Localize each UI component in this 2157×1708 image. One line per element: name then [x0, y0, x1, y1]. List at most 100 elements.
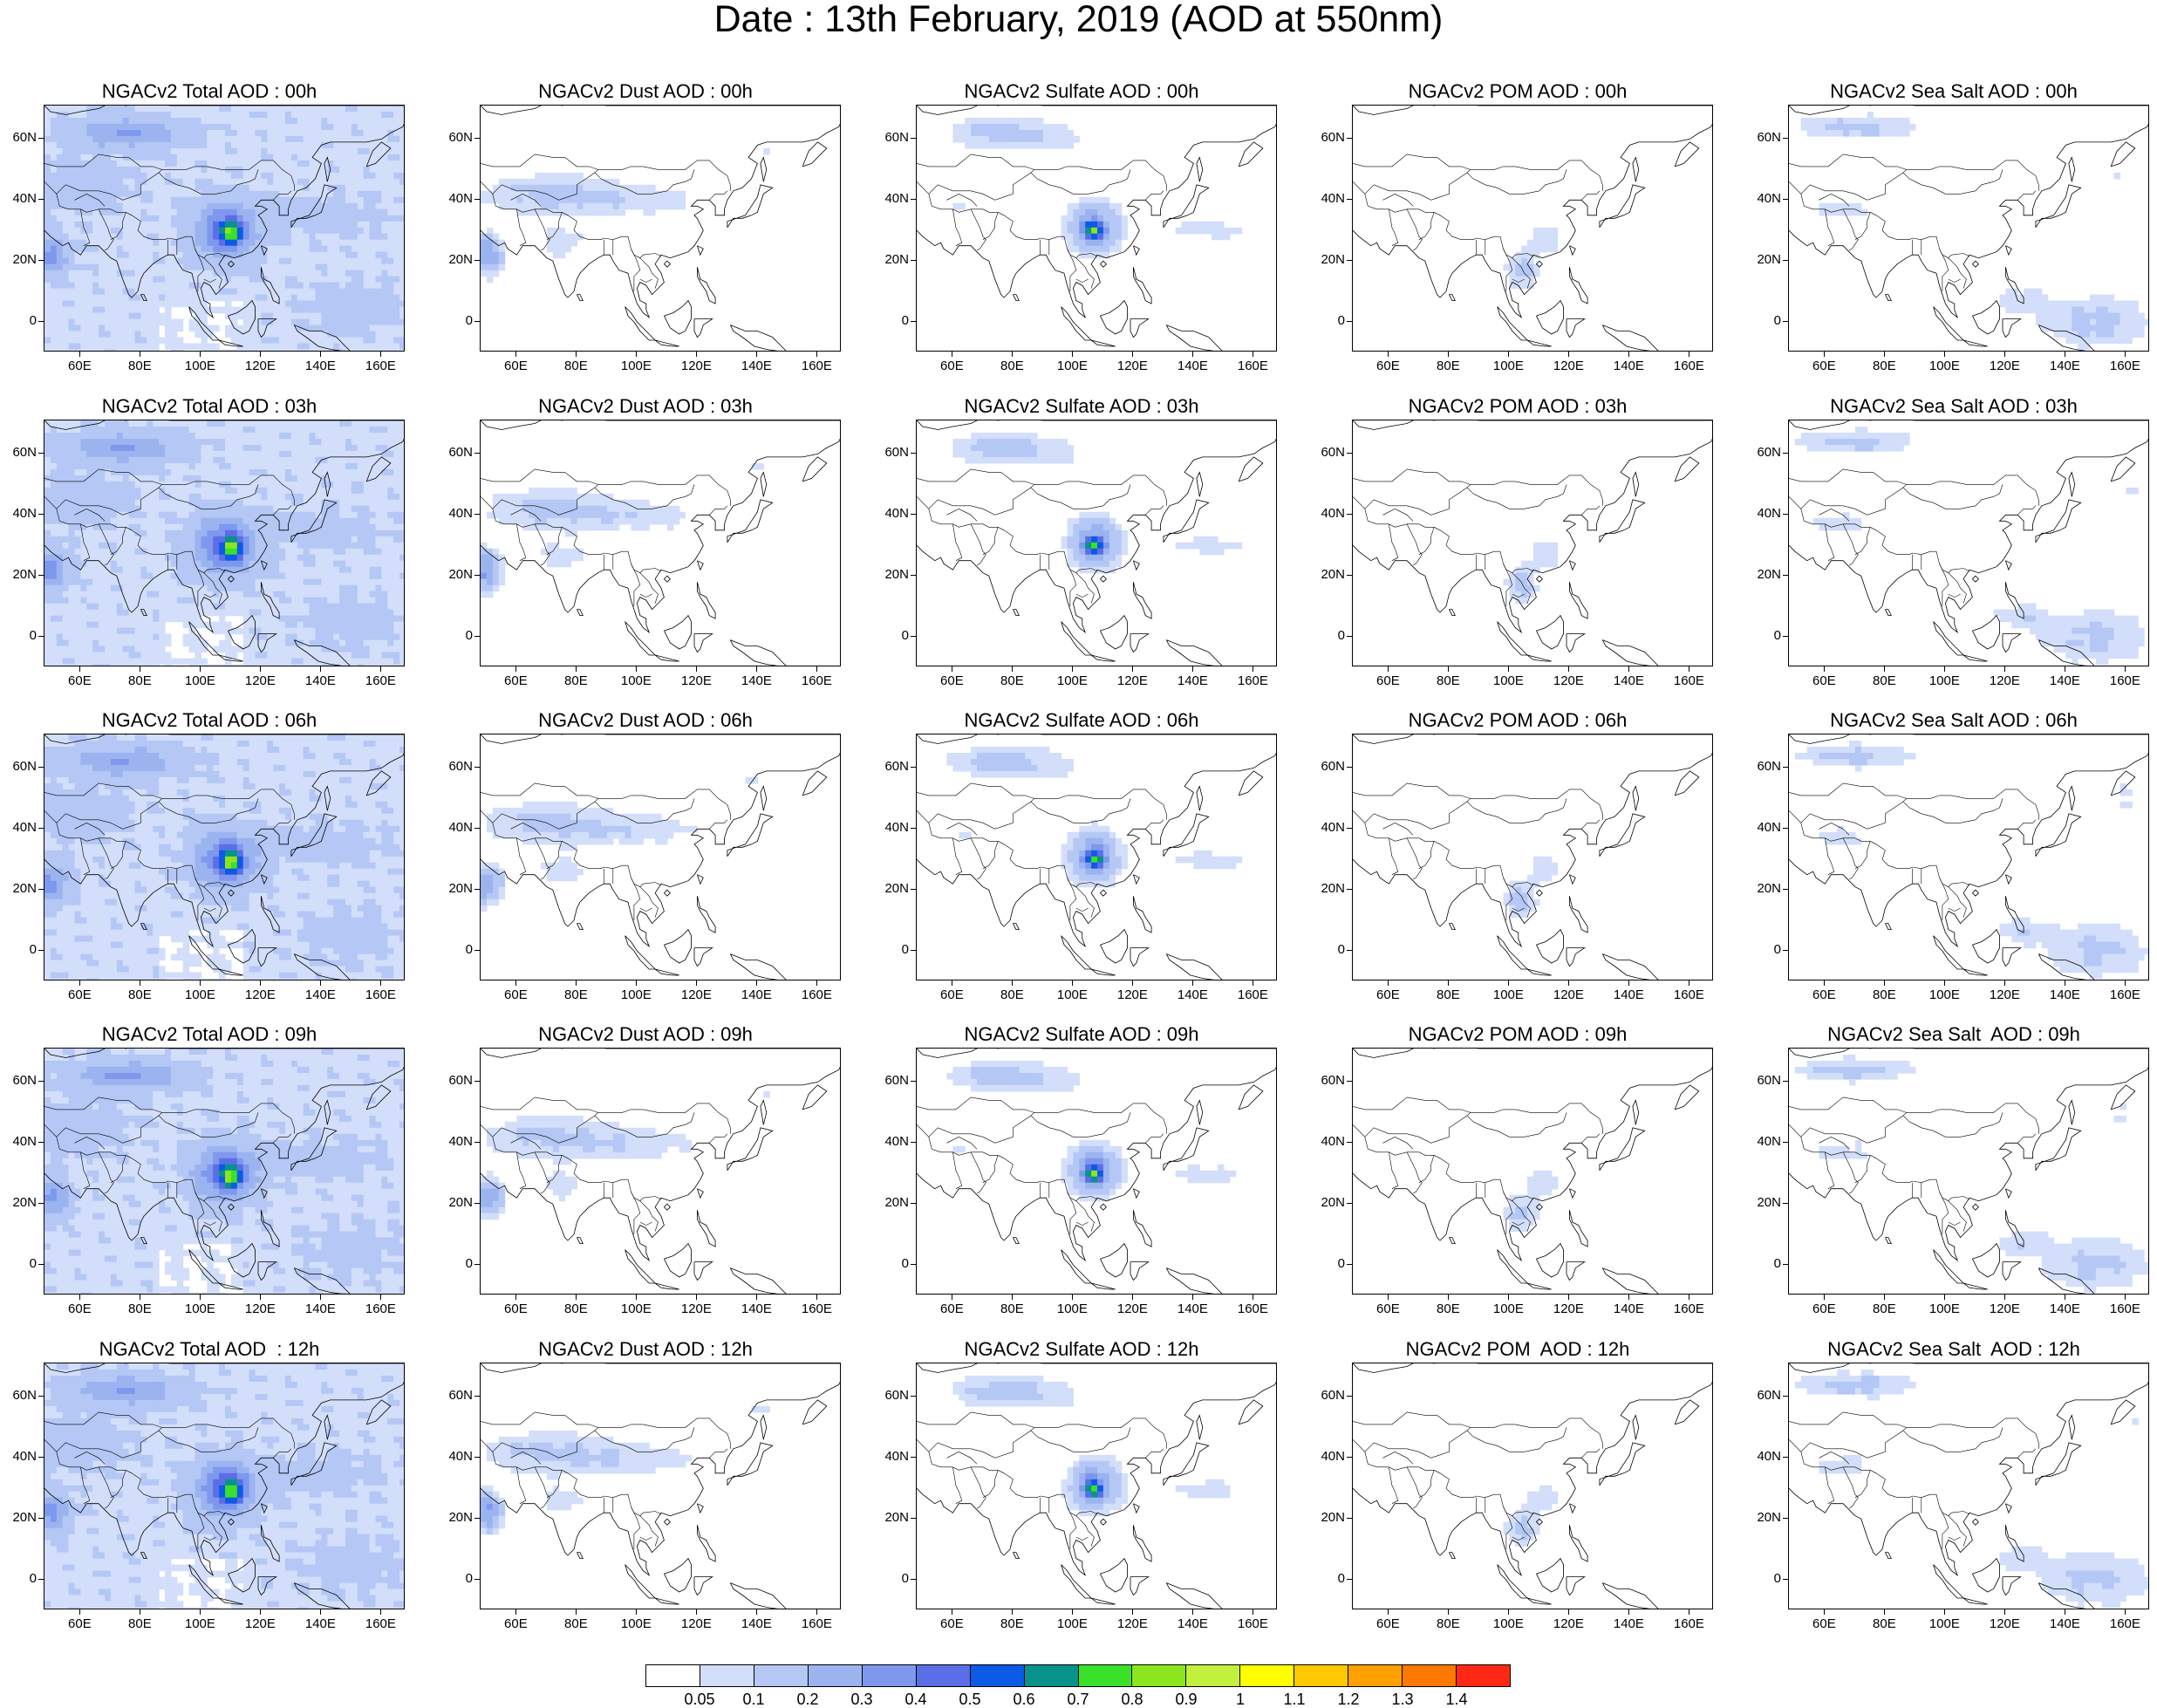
- lon-tick: [1944, 666, 1945, 672]
- lon-label: 140E: [734, 1302, 778, 1316]
- lat-tick: [911, 514, 916, 515]
- lon-label: 160E: [358, 1617, 402, 1631]
- colorbar-swatch: [809, 1665, 863, 1686]
- aod-field: [1795, 427, 2145, 665]
- lon-label: 140E: [1607, 1617, 1650, 1631]
- lat-tick: [1783, 1203, 1788, 1204]
- colorbar-swatch: [1294, 1665, 1348, 1686]
- lat-tick: [911, 636, 916, 637]
- lat-label: 0: [1746, 629, 1781, 643]
- lat-tick: [1347, 1457, 1352, 1458]
- lon-tick: [380, 666, 381, 672]
- lon-tick: [200, 980, 201, 986]
- lat-tick: [38, 260, 44, 261]
- lat-tick: [1783, 321, 1788, 322]
- lat-tick: [1783, 636, 1788, 637]
- lat-label: 20N: [1746, 1511, 1781, 1525]
- figure-title: Date : 13th February, 2019 (AOD at 550nm…: [0, 0, 2157, 38]
- aod-field: [952, 1376, 1230, 1516]
- coastlines: [1353, 1049, 1713, 1295]
- lat-label: 40N: [1746, 1135, 1781, 1149]
- lon-label: 80E: [990, 1617, 1034, 1631]
- lat-label: 40N: [874, 821, 909, 835]
- lat-tick: [1783, 260, 1788, 261]
- lat-tick: [474, 1203, 480, 1204]
- aod-map: [917, 106, 1277, 352]
- aod-field: [947, 747, 1243, 887]
- lon-tick: [1388, 1609, 1389, 1615]
- lon-tick: [2125, 666, 2126, 672]
- colorbar-label: 0.7: [1052, 1691, 1104, 1708]
- lat-label: 0: [874, 1257, 909, 1271]
- lat-label: 60N: [2, 131, 37, 145]
- lon-tick: [1388, 980, 1389, 986]
- lat-tick: [1347, 1579, 1352, 1580]
- lat-label: 40N: [874, 1135, 909, 1149]
- lon-label: 100E: [614, 988, 658, 1002]
- lon-tick: [816, 1609, 817, 1615]
- map-area: [44, 1363, 405, 1609]
- lat-tick: [474, 767, 480, 768]
- lon-tick: [1944, 352, 1945, 357]
- lon-tick: [1884, 666, 1885, 672]
- lon-label: 80E: [1426, 1617, 1470, 1631]
- colorbar-label: 0.9: [1160, 1691, 1212, 1708]
- coastlines: [1353, 106, 1713, 352]
- lat-tick: [1347, 1264, 1352, 1265]
- lon-label: 60E: [930, 359, 973, 373]
- lon-label: 80E: [1862, 674, 1906, 688]
- panel-title: NGACv2 Dust AOD : 00h: [436, 80, 855, 103]
- lon-tick: [320, 980, 321, 986]
- panel-title: NGACv2 Sea Salt AOD : 09h: [1744, 1023, 2157, 1046]
- lon-label: 140E: [734, 1617, 778, 1631]
- lon-tick: [1012, 666, 1013, 672]
- lon-label: 160E: [2103, 359, 2147, 373]
- lon-label: 100E: [1050, 674, 1094, 688]
- lon-label: 140E: [1171, 1617, 1214, 1631]
- lat-label: 60N: [2, 1389, 37, 1403]
- lon-label: 100E: [1922, 1617, 1966, 1631]
- lon-label: 60E: [1802, 359, 1846, 373]
- lat-label: 20N: [2, 568, 37, 582]
- lat-tick: [38, 1518, 44, 1519]
- aod-map: [1353, 106, 1713, 352]
- lon-tick: [1944, 1295, 1945, 1300]
- lat-tick: [474, 1396, 480, 1397]
- lon-tick: [1132, 666, 1133, 672]
- lon-tick: [320, 1609, 321, 1615]
- aod-map: [917, 1363, 1277, 1609]
- lon-label: 140E: [2043, 988, 2086, 1002]
- lon-tick: [756, 352, 757, 357]
- lat-label: 60N: [1746, 1389, 1781, 1403]
- lon-tick: [1072, 1609, 1073, 1615]
- lat-label: 20N: [2, 253, 37, 267]
- lon-label: 140E: [734, 674, 778, 688]
- panel-title: NGACv2 POM AOD : 03h: [1308, 395, 1727, 418]
- lat-label: 20N: [1310, 1511, 1345, 1525]
- lon-label: 140E: [1607, 1302, 1650, 1316]
- lat-tick: [1347, 889, 1352, 890]
- lat-tick: [474, 1081, 480, 1082]
- lon-label: 100E: [1922, 359, 1966, 373]
- map-area: [1788, 420, 2149, 666]
- lon-label: 160E: [358, 359, 402, 373]
- lon-label: 140E: [2043, 674, 2086, 688]
- lat-tick: [1783, 138, 1788, 139]
- lon-tick: [380, 1609, 381, 1615]
- lat-label: 0: [874, 629, 909, 643]
- lat-label: 0: [2, 1572, 37, 1586]
- lat-label: 20N: [1310, 1196, 1345, 1210]
- lat-tick: [474, 889, 480, 890]
- lat-tick: [38, 1264, 44, 1265]
- lon-label: 80E: [554, 988, 597, 1002]
- lon-label: 160E: [1231, 674, 1274, 688]
- lat-label: 40N: [438, 192, 473, 206]
- lat-tick: [911, 575, 916, 576]
- lon-label: 140E: [298, 988, 342, 1002]
- lon-tick: [1388, 1295, 1389, 1300]
- aod-field: [1795, 741, 2149, 979]
- lon-tick: [515, 980, 516, 986]
- lon-label: 160E: [795, 674, 838, 688]
